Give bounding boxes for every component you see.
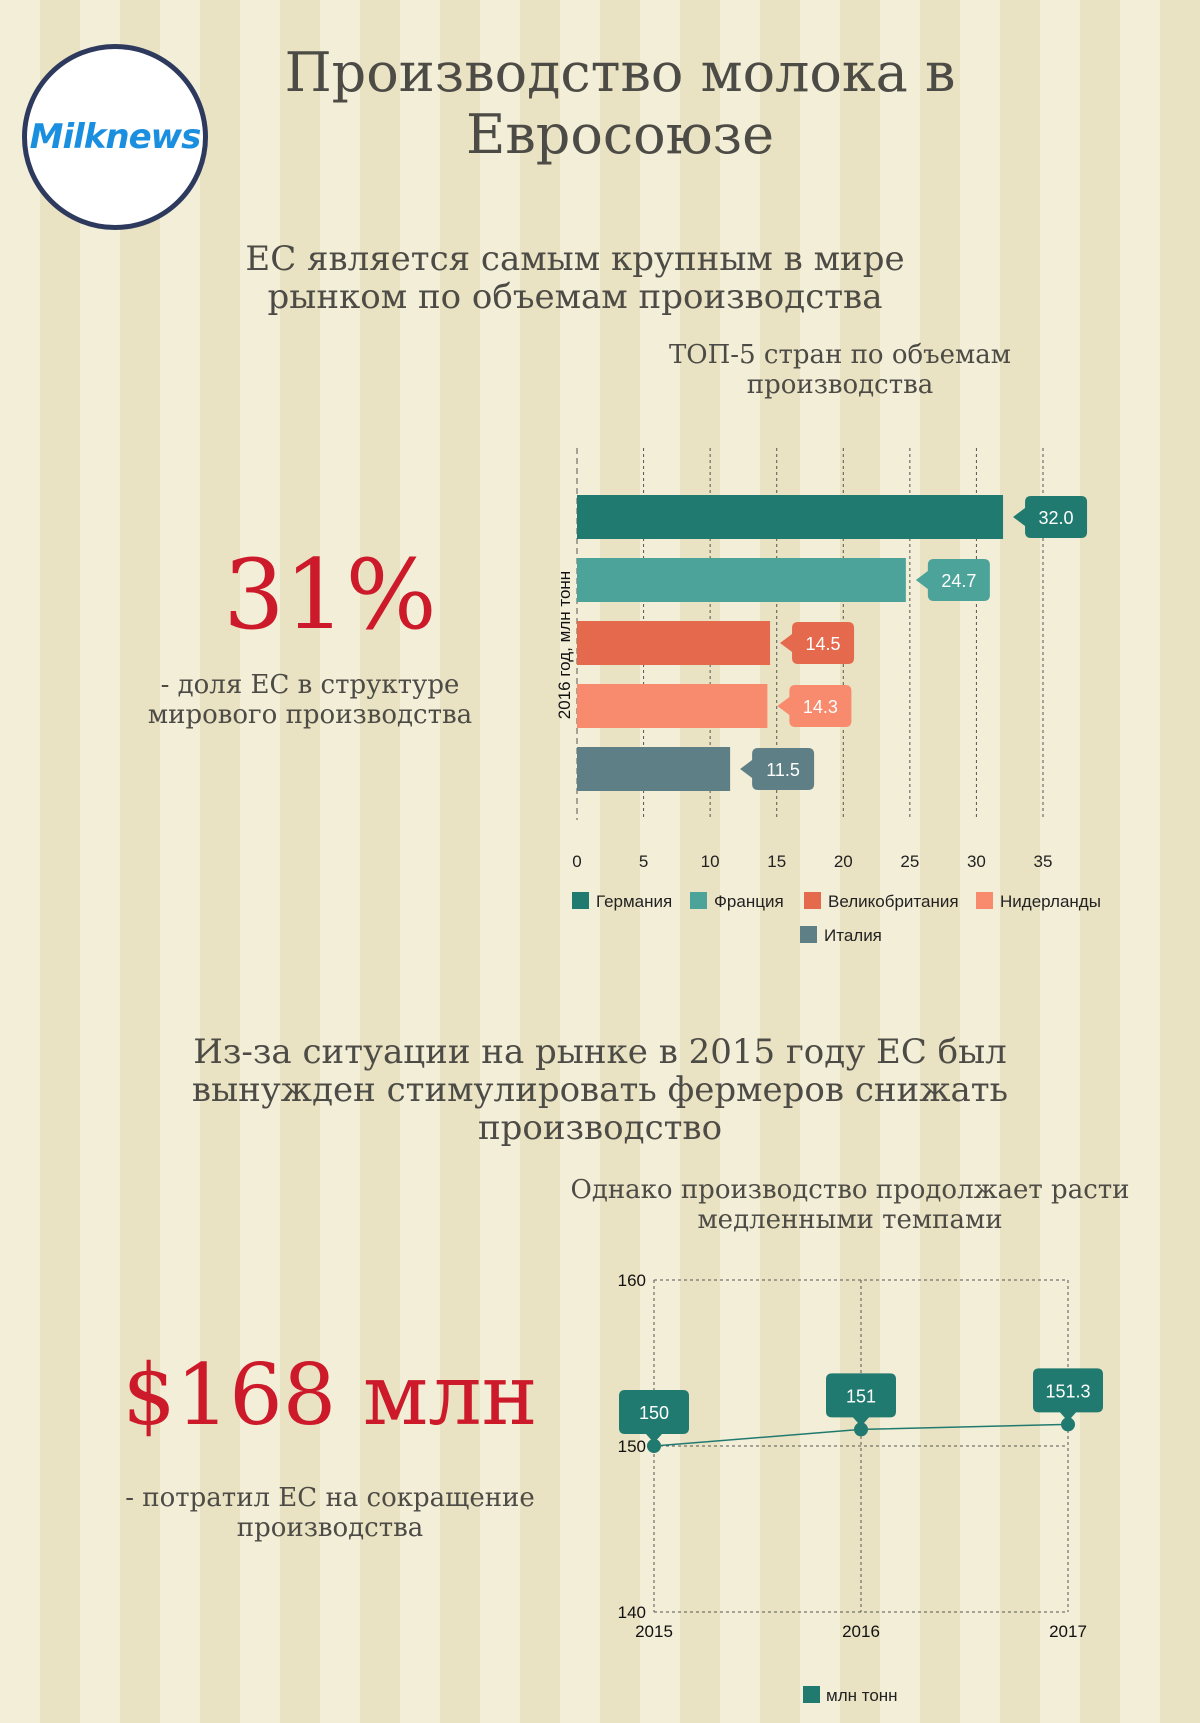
- bar: [577, 558, 906, 602]
- bar: [577, 684, 768, 728]
- bar-value-label: 11.5: [766, 760, 800, 780]
- bar-x-tick-label: 35: [1034, 852, 1053, 871]
- line-value-label: 151: [846, 1386, 876, 1406]
- page-title: Производство молока в Евросоюзе: [284, 41, 956, 166]
- legend-swatch: [800, 926, 817, 943]
- legend-label: млн тонн: [826, 1686, 898, 1705]
- legend-label: Франция: [714, 892, 784, 911]
- line-value-callout: [1033, 1368, 1103, 1422]
- section1-subtitle: ЕС является самым крупным в мире рынком …: [245, 239, 905, 317]
- line-point: [854, 1422, 868, 1437]
- legend-swatch: [803, 1686, 820, 1703]
- line-x-tick-label: 2016: [842, 1622, 880, 1641]
- bar: [577, 747, 731, 791]
- line-x-tick-label: 2017: [1049, 1622, 1087, 1641]
- line-chart-title: Однако производство продолжает расти мед…: [570, 1175, 1130, 1235]
- bar-chart: 0 5 10 15 20 25 30 35 32.0 24.7 14.5 14.3 11.5 2016 г…: [555, 448, 1101, 945]
- bar-value-label: 24.7: [941, 571, 976, 591]
- bar-value-label: 14.5: [806, 634, 841, 654]
- line-value-label: 151.3: [1045, 1381, 1090, 1401]
- legend-swatch: [804, 892, 821, 909]
- line-value-label: 150: [639, 1403, 669, 1423]
- milknews-logo: Milknews: [22, 44, 208, 230]
- bar-value-callout: [777, 685, 852, 727]
- stat-spend-desc: - потратил ЕС на сокращение производства: [125, 1483, 535, 1543]
- bar-x-tick-label: 20: [834, 852, 853, 871]
- legend-label: Нидерланды: [1000, 892, 1101, 911]
- bar-value-label: 32.0: [1039, 508, 1074, 528]
- bar-y-axis-label: 2016 год, млн тонн: [555, 571, 574, 719]
- stat-share-value: 31%: [223, 539, 437, 651]
- bar-x-tick-label: 30: [967, 852, 986, 871]
- line-y-tick-label: 160: [618, 1271, 646, 1290]
- line-point: [647, 1439, 661, 1453]
- bar-chart-title: ТОП-5 стран по объемам производства: [668, 340, 1012, 400]
- line-chart: 2015 2016 2017 140 150 160 150 151 151.3 млн тонн: [618, 1271, 1103, 1705]
- line-value-callout: [826, 1373, 896, 1427]
- legend-label: Италия: [824, 926, 882, 945]
- legend-swatch: [690, 892, 707, 909]
- stat-share-desc: - доля ЕС в структуре мирового производс…: [147, 670, 473, 730]
- legend-label: Великобритания: [828, 892, 959, 911]
- bar-value-label: 14.3: [803, 697, 838, 717]
- line-y-tick-label: 150: [618, 1437, 646, 1456]
- bar-value-callout: [915, 559, 990, 601]
- legend-label: Германия: [596, 892, 672, 911]
- line-point: [1061, 1417, 1075, 1432]
- stat-spend-value: $168 млн: [122, 1346, 538, 1444]
- bar-value-callout: [740, 748, 815, 790]
- bar: [577, 495, 1004, 539]
- legend-swatch: [572, 892, 589, 909]
- line-x-tick-label: 2015: [635, 1622, 673, 1641]
- bar-x-tick-label: 25: [900, 852, 919, 871]
- bar-x-tick-label: 5: [639, 852, 648, 871]
- line-y-tick-label: 140: [618, 1603, 646, 1622]
- logo-text: Milknews: [29, 117, 202, 157]
- bar-x-tick-label: 10: [701, 852, 720, 871]
- bar-x-tick-label: 0: [572, 852, 581, 871]
- bar-x-tick-label: 15: [767, 852, 786, 871]
- section2-subtitle: Из-за ситуации на рынке в 2015 году ЕС б…: [191, 1032, 1009, 1148]
- line-value-callout: [619, 1390, 689, 1443]
- bar: [577, 621, 771, 665]
- bar-value-callout: [1013, 496, 1088, 538]
- bar-value-callout: [780, 622, 855, 664]
- legend-swatch: [976, 892, 993, 909]
